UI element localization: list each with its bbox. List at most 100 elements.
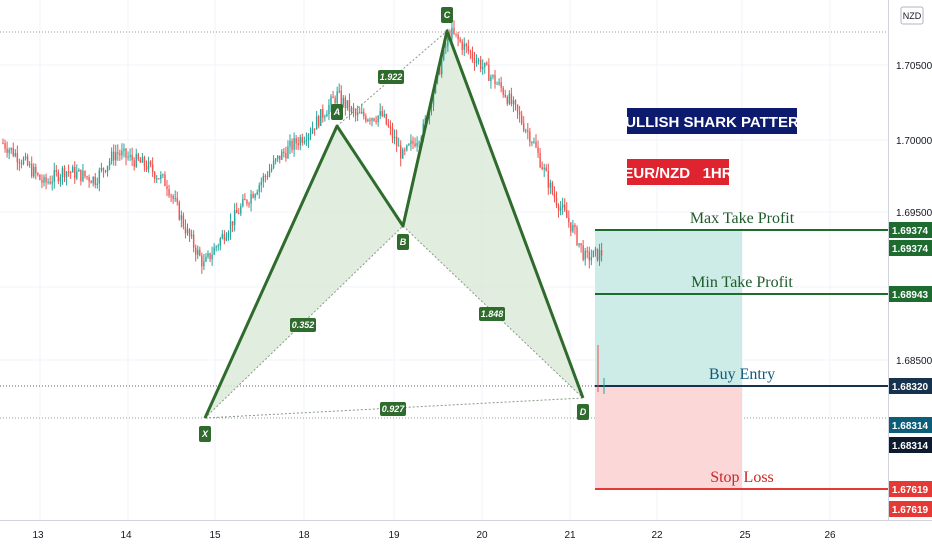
candle-body — [53, 170, 55, 182]
candle-body — [572, 225, 574, 232]
candle-body — [231, 221, 234, 226]
candle-body — [221, 234, 224, 239]
candle-body — [14, 153, 16, 156]
candle-body — [178, 202, 180, 220]
price-tag-text: 1.67619 — [892, 485, 929, 496]
candle-body — [570, 222, 572, 232]
price-tag-text: 1.69374 — [892, 244, 929, 255]
candle-body — [598, 250, 601, 261]
candle-body — [65, 171, 68, 178]
candle-body — [213, 247, 215, 255]
candle-body — [525, 130, 527, 132]
candle-body — [451, 27, 453, 38]
candle-body — [184, 226, 187, 234]
candle-body — [219, 238, 221, 246]
candle-body — [576, 227, 578, 245]
candle-body — [441, 59, 443, 75]
candle-body — [242, 198, 244, 207]
candle-body — [39, 174, 41, 180]
ratio-badge — [479, 307, 505, 321]
candle-body — [328, 104, 330, 115]
candle-body — [151, 164, 154, 173]
price-tag — [889, 400, 932, 416]
candle-body — [344, 97, 347, 109]
candle-body — [256, 192, 258, 195]
price-tag — [889, 437, 932, 453]
level-label: Stop Loss — [710, 469, 774, 486]
candle-body — [291, 140, 293, 150]
price-tag — [889, 286, 932, 302]
candle-body — [438, 68, 441, 75]
candle-body — [324, 116, 326, 118]
symbol-badge[interactable] — [900, 6, 924, 25]
candle-body — [127, 156, 129, 158]
candle-body — [115, 152, 117, 161]
candle-body — [533, 141, 535, 143]
price-tag-text: 1.68314 — [892, 421, 929, 432]
candle-body — [100, 167, 103, 171]
candle-body — [555, 197, 558, 206]
candle-body — [90, 181, 92, 184]
candle-body — [98, 170, 101, 184]
pattern-fill — [205, 31, 583, 418]
candle-body — [260, 181, 262, 186]
candle-body — [6, 148, 8, 153]
ratio-text: 1.922 — [380, 72, 403, 82]
candle-body — [496, 83, 498, 85]
candle-body — [86, 176, 88, 178]
candle-body — [246, 200, 248, 204]
price-tag — [889, 501, 932, 517]
price-axis[interactable]: 1.70500 1.70000 1.69500 1.68500 1.69374 1.693… — [888, 0, 932, 520]
candle-body — [225, 237, 228, 241]
candle-body — [252, 194, 254, 198]
candle-body — [104, 170, 107, 172]
candle-body — [129, 154, 131, 157]
candle-body — [303, 140, 306, 143]
candle-body — [402, 149, 404, 159]
candle-body — [135, 154, 137, 167]
candle-body — [74, 166, 76, 179]
candle-body — [28, 164, 31, 166]
price-tag — [889, 222, 932, 238]
candle-body — [266, 176, 269, 178]
candle-body — [387, 124, 390, 127]
candle-body — [154, 172, 156, 179]
candle-body — [363, 111, 365, 117]
ratio-text: 0.927 — [382, 404, 406, 414]
candle-body — [332, 96, 334, 99]
candle-body — [367, 119, 369, 122]
candle-body — [477, 59, 480, 61]
candle-body — [465, 43, 467, 47]
candle-body — [389, 126, 392, 129]
candle-body — [123, 148, 125, 151]
time-tick-label: 14 — [120, 530, 132, 541]
candle-body — [229, 221, 232, 233]
candle-body — [406, 145, 408, 150]
candle-body — [520, 115, 523, 124]
time-axis[interactable]: 13 14 15 18 19 20 21 22 25 26 — [0, 520, 932, 542]
candle-body — [414, 143, 416, 147]
candle-body — [356, 112, 359, 116]
candle-body — [279, 155, 281, 160]
candle-body — [500, 82, 502, 88]
ratio-badge — [290, 318, 316, 332]
candle-body — [49, 181, 51, 184]
candle-body — [287, 146, 289, 159]
level-label: Buy Entry — [709, 366, 775, 383]
point-text-b: B — [400, 237, 407, 247]
candle-body — [156, 178, 158, 180]
candle-body — [281, 151, 283, 160]
candle-body — [580, 243, 582, 246]
candle-body — [139, 159, 142, 163]
candle-body — [285, 153, 287, 159]
candle-body — [24, 156, 27, 159]
candle-body — [527, 130, 529, 132]
candle-body — [418, 142, 420, 144]
price-tick-label: 1.69500 — [896, 208, 932, 219]
ratio-text: 1.848 — [481, 309, 504, 319]
candle-body — [207, 253, 209, 257]
candle-body — [375, 120, 377, 122]
candle-body — [397, 145, 400, 147]
candle-body — [342, 97, 344, 105]
